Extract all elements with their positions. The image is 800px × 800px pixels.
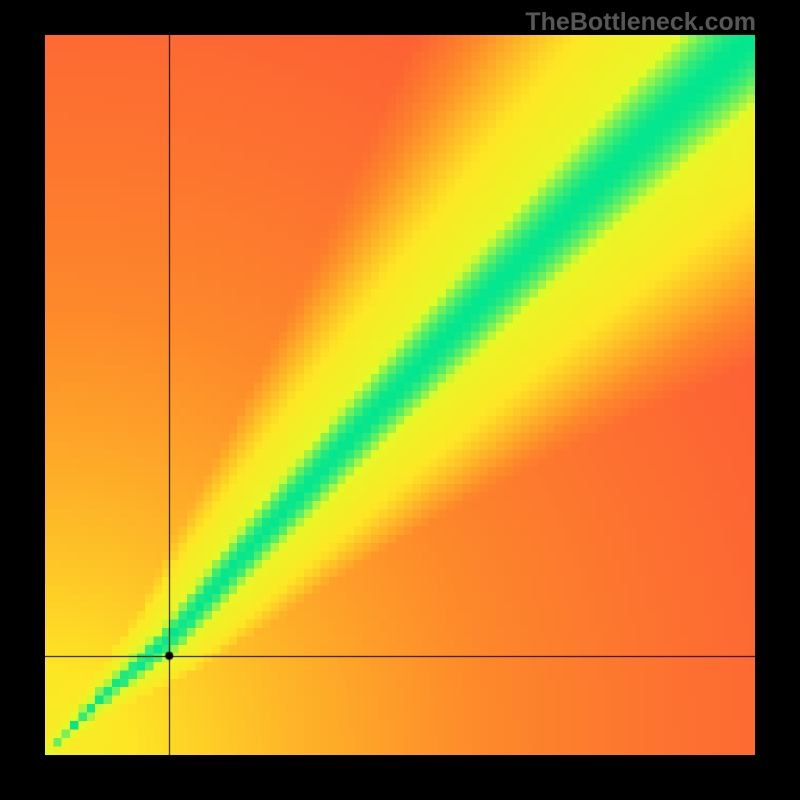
watermark-text: TheBottleneck.com bbox=[525, 8, 756, 37]
chart-container: TheBottleneck.com bbox=[0, 0, 800, 800]
crosshair-overlay bbox=[45, 35, 755, 755]
